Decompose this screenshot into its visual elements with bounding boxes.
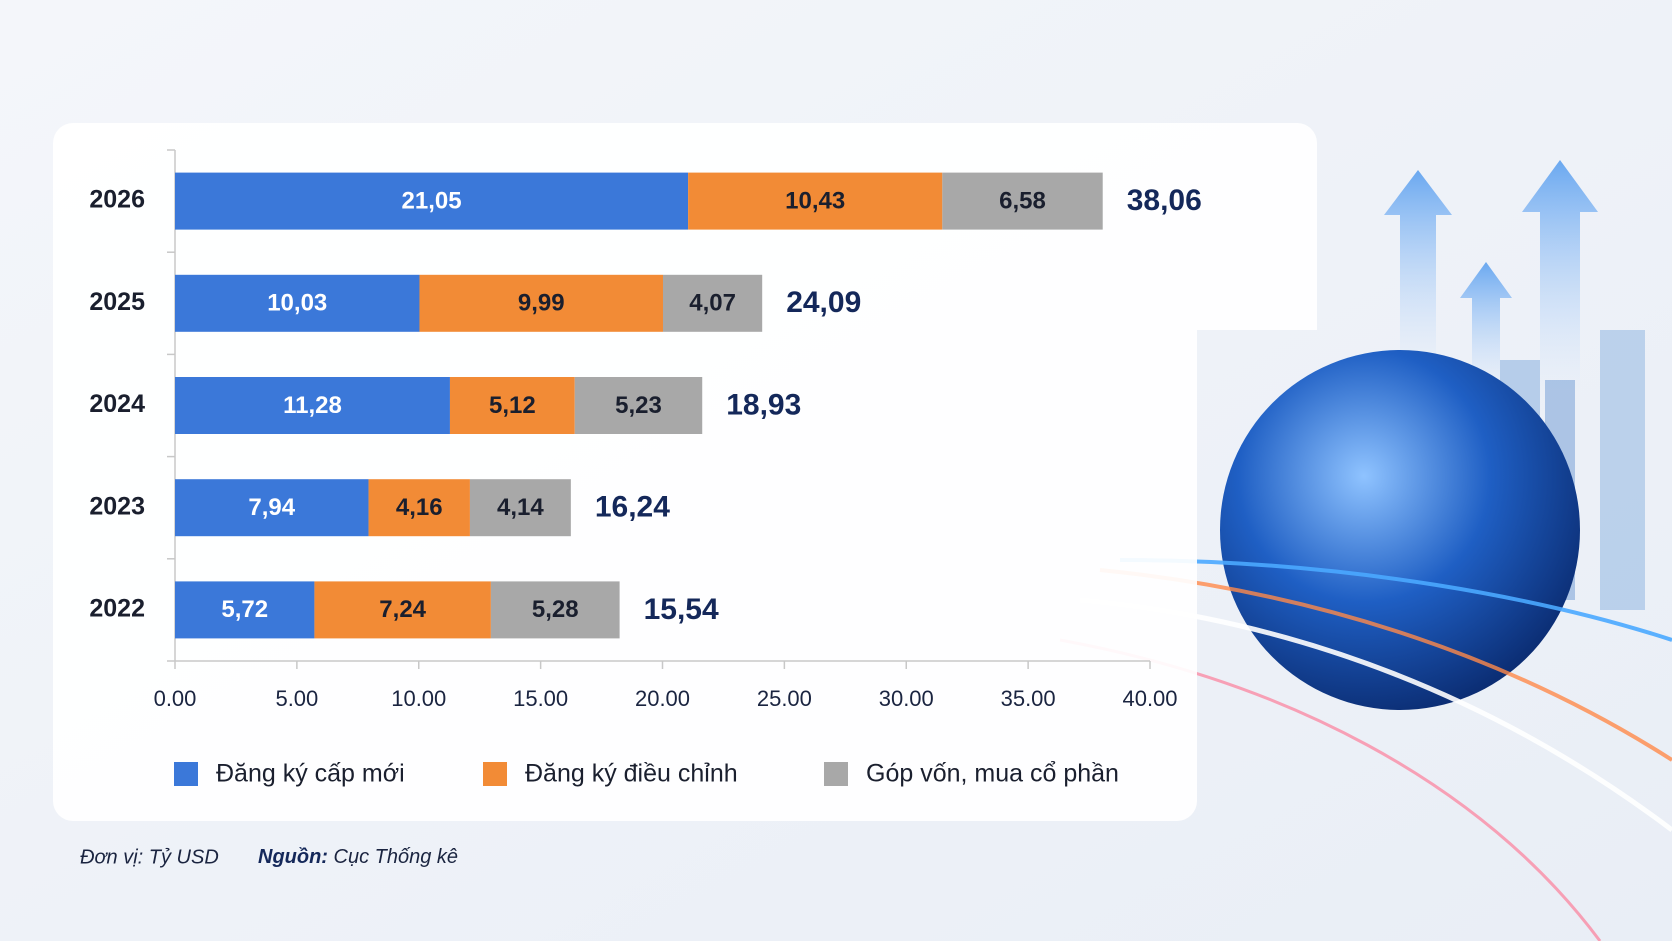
x-tick-label: 30.00 [879,686,934,711]
source: Cục Thống kê [334,846,459,868]
y-tick-label: 2026 [89,186,145,214]
unit-note: Đơn vị: Tỷ USD [80,846,219,868]
x-tick-label: 25.00 [757,686,812,711]
x-tick-label: 35.00 [1001,686,1056,711]
x-tick-label: 20.00 [635,686,690,711]
bar-value-label: 7,94 [248,494,295,521]
bar-segment [175,172,689,230]
bar-value-label: 4,16 [396,494,443,521]
bar-value-label: 10,43 [785,187,845,214]
bar-segment [469,479,571,537]
x-tick-label: 40.00 [1122,686,1177,711]
bar-segment [368,479,470,537]
bar-segment [574,377,703,434]
bar-value-label: 5,72 [221,596,268,623]
bar-segment [688,172,943,230]
legend-swatch [483,762,507,786]
legend-swatch [174,762,198,786]
bar-segment [175,274,420,332]
total-label: 15,54 [644,593,719,626]
x-tick-label: 10.00 [391,686,446,711]
bar-segment [419,274,663,332]
legend-label: Đăng ký điều chỉnh [525,760,738,788]
bar-value-label: 4,07 [689,290,736,317]
legend-label: Đăng ký cấp mới [216,760,405,788]
bar-segment [662,274,763,332]
bar-value-label: 6,58 [999,187,1046,214]
y-tick-label: 2023 [89,492,145,520]
bar-value-label: 5,12 [489,392,536,419]
bar-segment [175,479,369,537]
x-tick-label: 0.00 [154,686,197,711]
bar-segment [175,377,450,434]
bar-value-label: 4,14 [497,494,544,521]
decoration [1059,160,1672,941]
bar-value-label: 10,03 [267,290,327,317]
bar-value-label: 5,28 [532,596,579,623]
bar-value-label: 21,05 [402,187,462,214]
source-label: Nguồn: [258,846,328,868]
bar-value-label: 5,23 [615,392,662,419]
bar-segment [490,581,620,639]
total-label: 16,24 [595,491,670,524]
x-tick-label: 5.00 [275,686,318,711]
y-tick-label: 2025 [89,288,145,316]
y-tick-label: 2022 [89,595,145,623]
bar-segment [449,377,575,434]
bar-value-label: 11,28 [283,392,342,419]
total-label: 38,06 [1127,184,1202,217]
total-label: 18,93 [726,388,801,421]
total-label: 24,09 [786,286,861,319]
source-note: Nguồn: Cục Thống kê [258,846,458,868]
bar-segment [175,581,315,639]
bar-value-label: 7,24 [379,596,426,623]
bar-segment [314,581,491,639]
bar-value-label: 9,99 [518,290,565,317]
bar-segment [942,172,1103,230]
legend-swatch [824,762,848,786]
y-tick-label: 2024 [89,390,145,418]
legend-label: Góp vốn, mua cổ phần [866,760,1119,788]
x-tick-label: 15.00 [513,686,568,711]
